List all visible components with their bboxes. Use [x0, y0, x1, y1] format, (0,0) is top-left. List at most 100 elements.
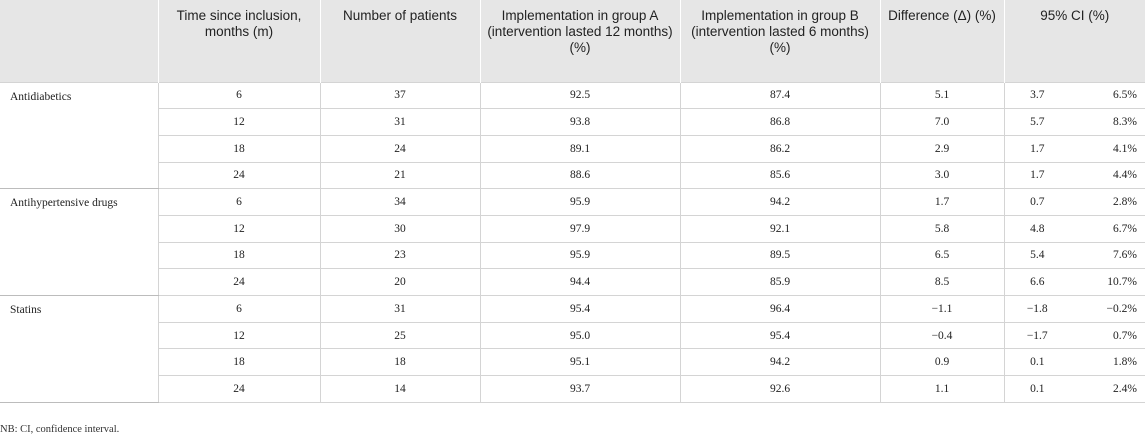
table-footnote: NB: CI, confidence interval.	[0, 424, 120, 435]
cell-ci-low: 0.7	[1003, 188, 1070, 216]
table-row: 24 21 88.6 85.6 3.0 1.7 4.4%	[0, 162, 1145, 190]
header-group-b: Implementation in group B (intervention …	[679, 0, 880, 82]
cell-difference: 0.9	[879, 348, 1004, 377]
cell-patients: 25	[319, 322, 480, 350]
cell-group-a: 95.1	[479, 348, 680, 377]
cell-group-b: 86.2	[679, 135, 880, 163]
cell-time: 12	[157, 322, 320, 350]
cell-group-b: 92.6	[679, 375, 880, 403]
header-time: Time since inclusion, months (m)	[157, 0, 320, 82]
cell-ci-low: −1.8	[1003, 295, 1070, 323]
cell-ci-low: 4.8	[1003, 215, 1070, 243]
cell-group-a: 88.6	[479, 162, 680, 190]
cell-ci-high: 7.6%	[1070, 242, 1145, 270]
cell-ci-high: 4.4%	[1070, 162, 1145, 190]
cell-time: 18	[157, 242, 320, 270]
cell-patients: 34	[319, 188, 480, 216]
cell-time: 6	[157, 81, 320, 110]
table-row: 12 30 97.9 92.1 5.8 4.8 6.7%	[0, 215, 1145, 243]
cell-patients: 18	[319, 348, 480, 377]
cell-patients: 31	[319, 108, 480, 136]
cell-group-b: 94.2	[679, 348, 880, 377]
cell-ci-high: 2.8%	[1070, 188, 1145, 216]
cell-ci-low: 3.7	[1003, 81, 1070, 110]
cell-time: 6	[157, 188, 320, 216]
table-row: 24 14 93.7 92.6 1.1 0.1 2.4%	[0, 375, 1145, 403]
cell-group-a: 93.7	[479, 375, 680, 403]
cell-time: 24	[157, 375, 320, 403]
cell-difference: 1.1	[879, 375, 1004, 403]
cell-group-b: 92.1	[679, 215, 880, 243]
cell-ci-high: 8.3%	[1070, 108, 1145, 136]
cell-ci-high: 6.5%	[1070, 81, 1145, 110]
cell-time: 24	[157, 162, 320, 190]
cell-group-b: 86.8	[679, 108, 880, 136]
cell-group-b: 96.4	[679, 295, 880, 323]
table-row: 18 18 95.1 94.2 0.9 0.1 1.8%	[0, 348, 1145, 377]
cell-ci-high: −0.2%	[1070, 295, 1145, 323]
cell-time: 12	[157, 215, 320, 243]
cell-patients: 14	[319, 375, 480, 403]
cell-time: 12	[157, 108, 320, 136]
cell-difference: −0.4	[879, 322, 1004, 350]
cell-ci-low: 1.7	[1003, 162, 1070, 190]
cell-time: 18	[157, 348, 320, 377]
cell-ci-low: −1.7	[1003, 322, 1070, 350]
cell-patients: 20	[319, 268, 480, 296]
cell-patients: 24	[319, 135, 480, 163]
cell-group-a: 97.9	[479, 215, 680, 243]
cell-group-b: 94.2	[679, 188, 880, 216]
cell-group-a: 89.1	[479, 135, 680, 163]
cell-patients: 21	[319, 162, 480, 190]
cell-difference: 3.0	[879, 162, 1004, 190]
cell-patients: 30	[319, 215, 480, 243]
cell-difference: 5.8	[879, 215, 1004, 243]
table-row: 12 25 95.0 95.4 −0.4 −1.7 0.7%	[0, 322, 1145, 350]
header-group-a: Implementation in group A (intervention …	[479, 0, 680, 82]
header-ci: 95% CI (%)	[1003, 0, 1145, 82]
cell-ci-low: 0.1	[1003, 348, 1070, 377]
group-label: Antidiabetics	[0, 81, 158, 190]
cell-ci-high: 4.1%	[1070, 135, 1145, 163]
header-group	[0, 0, 158, 82]
cell-difference: 1.7	[879, 188, 1004, 216]
cell-ci-high: 0.7%	[1070, 322, 1145, 350]
cell-group-a: 92.5	[479, 81, 680, 110]
group-label: Antihypertensive drugs	[0, 188, 158, 296]
results-table: Time since inclusion, months (m) Number …	[0, 0, 1145, 403]
cell-difference: 5.1	[879, 81, 1004, 110]
table-row: Antidiabetics 6 37 92.5 87.4 5.1 3.7 6.5%	[0, 81, 1145, 190]
header-patients: Number of patients	[319, 0, 480, 82]
header-row: Time since inclusion, months (m) Number …	[0, 0, 1145, 82]
cell-ci-low: 5.4	[1003, 242, 1070, 270]
table-row: 12 31 93.8 86.8 7.0 5.7 8.3%	[0, 108, 1145, 136]
cell-group-b: 89.5	[679, 242, 880, 270]
cell-ci-low: 0.1	[1003, 375, 1070, 403]
cell-group-b: 85.9	[679, 268, 880, 296]
table-row: 18 23 95.9 89.5 6.5 5.4 7.6%	[0, 242, 1145, 270]
cell-time: 24	[157, 268, 320, 296]
table-row: Antihypertensive drugs 6 34 95.9 94.2 1.7 0.7 2…	[0, 188, 1145, 296]
cell-group-b: 87.4	[679, 81, 880, 110]
cell-ci-high: 6.7%	[1070, 215, 1145, 243]
cell-difference: 7.0	[879, 108, 1004, 136]
cell-patients: 31	[319, 295, 480, 323]
table-row: Statins 6 31 95.4 96.4 −1.1 −1.8 −0.2%	[0, 295, 1145, 403]
cell-group-b: 95.4	[679, 322, 880, 350]
cell-ci-high: 1.8%	[1070, 348, 1145, 377]
cell-ci-low: 1.7	[1003, 135, 1070, 163]
group-label: Statins	[0, 295, 158, 403]
cell-ci-low: 5.7	[1003, 108, 1070, 136]
cell-difference: 6.5	[879, 242, 1004, 270]
cell-difference: −1.1	[879, 295, 1004, 323]
cell-difference: 8.5	[879, 268, 1004, 296]
cell-group-a: 93.8	[479, 108, 680, 136]
cell-patients: 37	[319, 81, 480, 110]
table-body: Antidiabetics 6 37 92.5 87.4 5.1 3.7 6.5% 12 31 93…	[0, 81, 1145, 403]
cell-difference: 2.9	[879, 135, 1004, 163]
table-row: 18 24 89.1 86.2 2.9 1.7 4.1%	[0, 135, 1145, 163]
cell-group-a: 95.0	[479, 322, 680, 350]
cell-group-a: 95.4	[479, 295, 680, 323]
cell-ci-high: 10.7%	[1070, 268, 1145, 296]
cell-group-a: 95.9	[479, 242, 680, 270]
